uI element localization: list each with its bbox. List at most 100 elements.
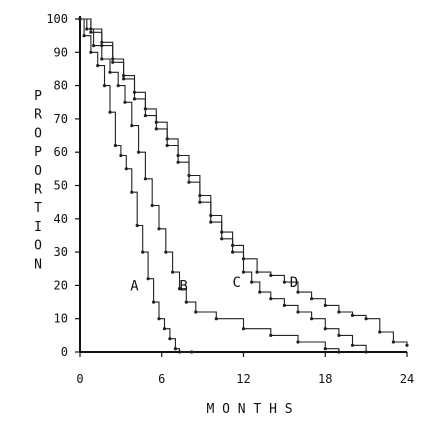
- data-point: [143, 177, 147, 181]
- y-axis-title-letter: P: [34, 89, 42, 104]
- data-point: [241, 270, 246, 274]
- data-point: [164, 250, 168, 254]
- data-point: [220, 237, 224, 241]
- data-point: [108, 110, 112, 114]
- y-tick-label: 50: [54, 179, 68, 193]
- data-point: [89, 50, 93, 54]
- y-axis-title-letter: R: [34, 183, 42, 198]
- data-point: [323, 303, 327, 307]
- curve-label-b: B: [179, 278, 187, 294]
- y-tick-label: 40: [54, 212, 68, 226]
- data-point: [168, 337, 172, 341]
- data-point: [96, 64, 100, 68]
- data-point: [130, 190, 134, 194]
- data-point: [255, 270, 259, 274]
- data-point: [350, 313, 355, 317]
- data-point: [85, 27, 89, 31]
- y-tick-label: 30: [54, 245, 68, 259]
- data-point: [143, 114, 147, 118]
- data-point: [269, 273, 273, 277]
- data-point: [171, 270, 175, 274]
- data-point: [150, 203, 154, 208]
- data-point: [135, 223, 139, 228]
- data-point: [113, 143, 117, 148]
- data-point: [198, 193, 202, 198]
- y-tick-label: 100: [46, 12, 68, 26]
- data-point: [177, 287, 182, 291]
- y-axis-title-letter: P: [34, 145, 42, 160]
- data-point: [310, 317, 314, 321]
- data-point: [250, 280, 254, 284]
- data-point: [187, 180, 191, 184]
- data-point: [282, 280, 286, 284]
- data-point: [323, 347, 327, 351]
- data-point: [296, 290, 300, 294]
- data-point: [157, 317, 161, 321]
- data-point: [269, 297, 273, 301]
- data-point: [194, 310, 198, 314]
- y-tick-label: 60: [54, 145, 68, 159]
- data-point: [405, 343, 409, 347]
- curve-a: [80, 18, 192, 353]
- data-point: [152, 300, 156, 304]
- data-point: [241, 257, 246, 261]
- data-point: [173, 347, 177, 351]
- data-point: [78, 17, 82, 21]
- data-point: [154, 127, 158, 131]
- data-point: [100, 44, 104, 48]
- y-tick-label: 80: [54, 79, 68, 93]
- data-point: [165, 137, 169, 141]
- y-axis-title-letter: O: [34, 239, 42, 254]
- data-point: [187, 173, 191, 178]
- data-point: [364, 317, 368, 321]
- data-point: [310, 297, 314, 301]
- data-point: [123, 100, 127, 104]
- data-point: [378, 330, 382, 334]
- data-point: [269, 333, 273, 337]
- data-point: [132, 90, 137, 94]
- data-point: [337, 333, 341, 337]
- data-point: [364, 350, 368, 354]
- curves: [78, 17, 409, 354]
- data-point: [350, 343, 355, 347]
- curve-label-d: D: [290, 275, 298, 291]
- data-point: [111, 57, 115, 61]
- data-point: [154, 120, 158, 124]
- y-axis-title-letter: T: [34, 201, 42, 216]
- curve-b: [80, 18, 340, 352]
- curve-d: [80, 18, 408, 346]
- y-axis-title-letter: O: [34, 164, 42, 179]
- data-point: [157, 227, 161, 231]
- y-axis-title-letter: I: [34, 220, 42, 235]
- data-point: [100, 57, 104, 61]
- data-point: [119, 153, 123, 158]
- data-point: [100, 40, 104, 44]
- data-point: [198, 200, 202, 204]
- data-point: [102, 84, 107, 88]
- data-point: [132, 97, 137, 101]
- x-tick-label: 24: [400, 372, 414, 386]
- data-point: [137, 150, 141, 154]
- data-point: [111, 60, 115, 64]
- data-point: [282, 303, 286, 307]
- data-point: [176, 153, 180, 158]
- data-point: [209, 220, 213, 224]
- data-point: [130, 124, 134, 128]
- data-point: [176, 160, 180, 164]
- data-point: [337, 350, 341, 354]
- data-point: [391, 340, 395, 344]
- y-tick-label: 20: [54, 278, 68, 292]
- data-point: [162, 327, 167, 331]
- data-point: [89, 27, 93, 31]
- y-axis-title-letter: R: [34, 108, 42, 123]
- data-point: [122, 74, 126, 78]
- curve-label-c: C: [232, 275, 240, 291]
- data-point: [296, 340, 300, 344]
- data-point: [143, 107, 147, 111]
- data-point: [231, 250, 235, 254]
- data-point: [82, 34, 86, 38]
- data-point: [190, 350, 194, 354]
